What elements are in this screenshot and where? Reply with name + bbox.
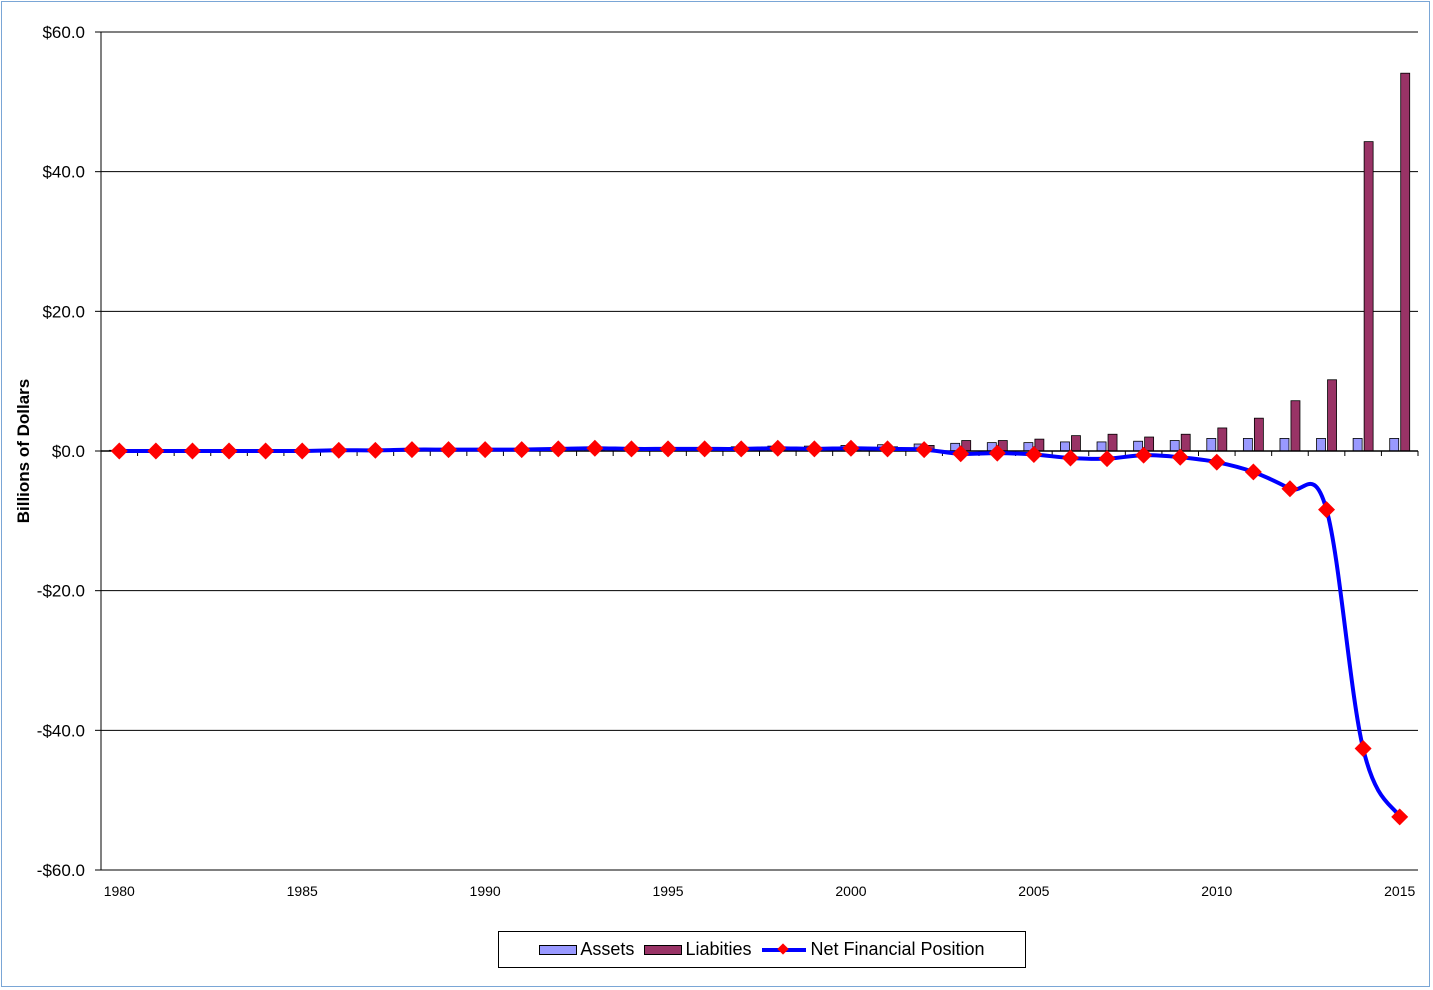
bar-assets [1352, 438, 1363, 452]
bar-liabities [1253, 417, 1264, 452]
net-financial-position-marker [1318, 501, 1336, 519]
net-financial-position-line [119, 446, 1402, 818]
net-financial-position-marker [622, 440, 640, 458]
net-financial-position-marker [110, 442, 128, 460]
x-tick-label: 2000 [835, 883, 866, 899]
x-tick-label: 2015 [1384, 883, 1415, 899]
bars [108, 72, 1411, 452]
bar-liabities [1107, 433, 1118, 452]
x-tick-labels: 1980 1985 1990 1995 2000 2005 2010 2015 [104, 883, 1416, 899]
net-financial-position-marker [952, 445, 970, 463]
x-tick-label: 2010 [1201, 883, 1232, 899]
bar-assets [1096, 441, 1107, 452]
bar-liabities [1071, 435, 1081, 452]
legend-label-assets: Assets [580, 939, 635, 959]
net-financial-position-marker [366, 441, 384, 459]
legend-label-net: Net Financial Position [810, 939, 985, 959]
net-financial-position-marker [769, 439, 787, 457]
net-financial-position-marker [1354, 740, 1372, 757]
net-financial-position-marker [586, 439, 604, 457]
bar-assets [1060, 441, 1070, 452]
net-financial-position-marker [549, 440, 567, 458]
y-tick-label: $0.0 [52, 442, 85, 461]
bar-assets [1242, 438, 1253, 452]
legend-label-liabities: Liabities [685, 939, 752, 959]
bar-assets [1169, 440, 1180, 452]
y-tick-label: -$60.0 [37, 861, 85, 880]
bar-liabities [1217, 427, 1228, 452]
legend-swatch-assets [539, 944, 578, 955]
net-financial-position-marker [330, 441, 348, 459]
net-financial-position-marker [1391, 808, 1409, 826]
y-tick-label: $40.0 [42, 163, 85, 182]
y-tick-label: $20.0 [42, 302, 85, 321]
net-financial-position-marker [732, 440, 750, 458]
net-financial-position-marker [440, 441, 458, 459]
x-tick-label: 1980 [104, 883, 135, 899]
legend-swatch-liabities [644, 944, 683, 955]
legend: Assets Liabities Net Financial Position [498, 931, 1026, 968]
y-tick-label: $60.0 [42, 23, 85, 42]
bar-assets [1206, 438, 1217, 452]
net-financial-position-marker [220, 442, 238, 460]
bar-assets [1389, 438, 1400, 452]
y-tick-labels: $60.0 $40.0 $20.0 $0.0 -$20.0 -$40.0 -$60.0 [37, 23, 85, 880]
net-financial-position-marker [988, 444, 1006, 462]
net-financial-position-marker [1098, 450, 1116, 468]
bar-liabities [1363, 141, 1374, 452]
net-financial-position-marker [293, 442, 311, 460]
net-financial-position-marker [915, 441, 933, 459]
x-tick-label: 1985 [287, 883, 318, 899]
legend-line-net-icon [762, 942, 807, 955]
net-financial-position-marker [1208, 453, 1226, 471]
legend-item-net: Net Financial Position [761, 939, 985, 960]
x-tick-label: 2005 [1018, 883, 1049, 899]
y-axis-label: Billions of Dollars [14, 379, 33, 524]
bar-liabities [1400, 72, 1411, 452]
y-tick-label: -$20.0 [37, 582, 85, 601]
bar-liabities [1290, 400, 1301, 452]
net-financial-position-marker [696, 440, 714, 458]
net-financial-position-marker [1244, 463, 1262, 481]
legend-item-liabities: Liabities [644, 939, 751, 960]
net-financial-position-marker [1061, 449, 1079, 467]
bar-liabities [1327, 379, 1337, 452]
legend-item-assets: Assets [539, 939, 634, 960]
net-financial-position-marker [183, 442, 201, 460]
net-financial-position-marker [257, 442, 275, 460]
net-financial-position-marker [403, 441, 421, 459]
net-financial-position-marker [1281, 480, 1299, 498]
net-line [110, 439, 1409, 826]
bar-liabities [1180, 433, 1191, 452]
net-financial-position-marker [147, 442, 165, 460]
net-financial-position-marker [513, 441, 531, 459]
net-financial-position-marker [476, 441, 494, 459]
x-tick-label: 1990 [470, 883, 501, 899]
net-financial-position-marker [879, 440, 897, 458]
bar-assets [1279, 438, 1290, 452]
net-financial-position-marker [805, 440, 823, 458]
bar-liabities [1144, 436, 1155, 452]
net-financial-position-marker [842, 439, 860, 457]
bar-assets [1316, 438, 1326, 452]
y-tick-label: -$40.0 [37, 721, 85, 740]
x-tick-label: 1995 [652, 883, 683, 899]
net-financial-position-marker [659, 440, 677, 458]
